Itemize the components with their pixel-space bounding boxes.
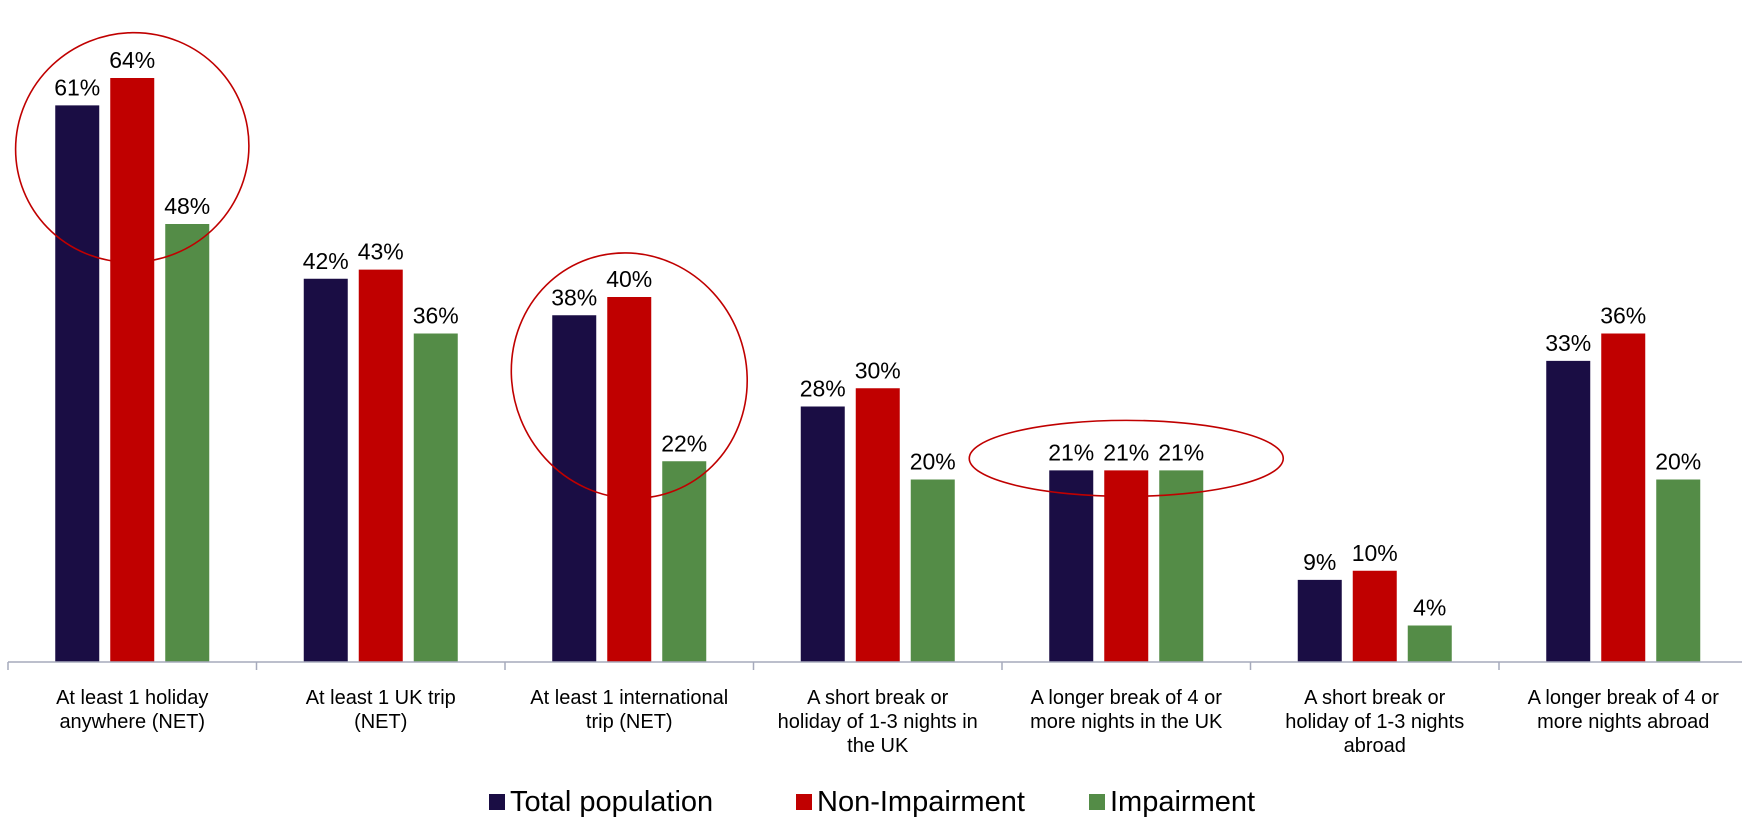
bar xyxy=(1159,470,1204,662)
bar xyxy=(55,105,100,662)
highlight-ellipse xyxy=(968,419,1285,498)
data-label: 36% xyxy=(1600,303,1646,329)
legend-swatch xyxy=(796,794,812,810)
bar xyxy=(303,278,348,662)
bar xyxy=(413,333,458,662)
data-label: 22% xyxy=(661,430,707,456)
data-label: 10% xyxy=(1352,540,1398,566)
bar xyxy=(910,479,955,662)
data-label: 38% xyxy=(551,284,597,310)
x-tick-label: more nights abroad xyxy=(1537,711,1709,733)
x-tick-label: holiday of 1-3 nights in xyxy=(778,711,978,733)
data-label: 30% xyxy=(855,357,901,383)
data-label: 64% xyxy=(109,47,155,73)
bar xyxy=(662,461,707,662)
bar xyxy=(1656,479,1701,662)
data-label: 42% xyxy=(303,248,349,274)
x-tick-label: trip (NET) xyxy=(586,711,673,733)
x-tick-label: the UK xyxy=(847,735,909,757)
bar xyxy=(1407,625,1452,662)
bar xyxy=(607,297,652,662)
data-label: 20% xyxy=(1655,449,1701,475)
legend-label: Total population xyxy=(510,786,713,818)
data-label: 61% xyxy=(54,74,100,100)
x-tick-label: A longer break of 4 or xyxy=(1031,687,1223,709)
data-label: 33% xyxy=(1545,330,1591,356)
data-label: 48% xyxy=(164,193,210,219)
legend: Total population Non-Impairment Impairment xyxy=(489,786,1255,818)
data-label: 4% xyxy=(1413,595,1446,621)
highlight-ellipse xyxy=(510,252,749,500)
bar xyxy=(800,406,845,662)
x-tick-label: A short break or xyxy=(1304,687,1446,709)
data-label: 36% xyxy=(413,303,459,329)
x-axis xyxy=(7,661,1742,670)
x-tick-label: (NET) xyxy=(354,711,407,733)
x-tick-label: anywhere (NET) xyxy=(59,711,205,733)
bar xyxy=(1601,333,1646,662)
legend-swatch xyxy=(1089,794,1105,810)
data-label: 40% xyxy=(606,266,652,292)
x-tick-label: At least 1 international xyxy=(530,687,728,709)
bar xyxy=(110,78,155,662)
x-tick-label: abroad xyxy=(1344,735,1406,757)
bar xyxy=(1104,470,1149,662)
x-tick-label: more nights in the UK xyxy=(1030,711,1223,733)
bar xyxy=(165,224,210,662)
data-label: 28% xyxy=(800,376,846,402)
bar xyxy=(1049,470,1094,662)
data-label: 21% xyxy=(1103,439,1149,465)
data-label: 43% xyxy=(358,239,404,265)
highlight-ellipse xyxy=(14,31,250,264)
data-label: 9% xyxy=(1303,549,1336,575)
bar xyxy=(1297,579,1342,662)
data-label: 21% xyxy=(1158,439,1204,465)
highlight-ellipses xyxy=(14,31,1285,500)
bars-layer: 61% 64% 48% 42% 43% 36% 38% 40% 22% 28% 30% 20% 21% 2… xyxy=(54,47,1701,662)
legend-swatch xyxy=(489,794,505,810)
legend-label: Impairment xyxy=(1110,786,1255,818)
x-tick-label: A short break or xyxy=(807,687,949,709)
legend-label: Non-Impairment xyxy=(817,786,1025,818)
bar xyxy=(1352,570,1397,662)
bar xyxy=(358,269,403,662)
x-tick-label: holiday of 1-3 nights xyxy=(1285,711,1464,733)
bar xyxy=(855,388,900,662)
data-label: 20% xyxy=(910,449,956,475)
data-label: 21% xyxy=(1048,439,1094,465)
x-tick-label: A longer break of 4 or xyxy=(1528,687,1720,709)
bar xyxy=(552,315,597,662)
x-tick-label: At least 1 holiday xyxy=(56,687,208,709)
x-tick-label: At least 1 UK trip xyxy=(306,687,456,709)
bar xyxy=(1546,360,1591,662)
